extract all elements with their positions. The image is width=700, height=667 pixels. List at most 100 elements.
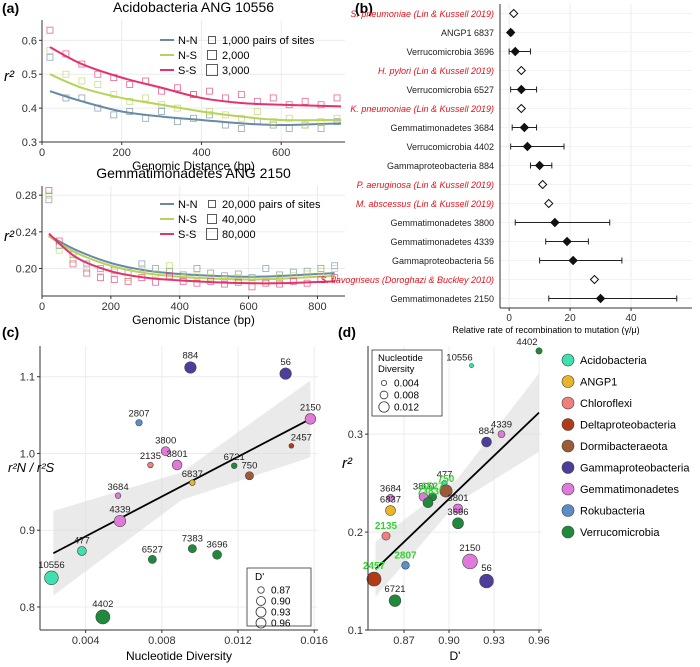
legend-label: N-N: [178, 35, 198, 47]
point-884: [481, 436, 492, 448]
point-label: 3801: [447, 493, 468, 504]
data-point-N-N: [45, 196, 53, 204]
data-point-N-N: [165, 267, 173, 275]
y-tick-label: 0.24: [16, 227, 37, 239]
point-label: 2150: [300, 403, 321, 414]
point-3800: [160, 446, 171, 456]
group-legend-label: Gemmatimonadetes: [580, 484, 680, 496]
data-point-S-S: [124, 277, 132, 285]
data-point-S-S: [317, 101, 325, 109]
point-label: 3696: [207, 539, 228, 550]
data-point-N-S: [138, 265, 146, 272]
group-legend-label: Rokubacteria: [580, 506, 646, 518]
point-label: 750: [438, 474, 455, 485]
x-tick-label: 800: [308, 301, 326, 313]
size-legend-label: 0.93: [271, 608, 291, 619]
x-tick-label: 0.87: [393, 635, 414, 647]
group-legend: Acidobacteria ANGP1 Chloroflexi Deltaproteo…: [561, 353, 690, 539]
data-point-S-S: [83, 269, 91, 277]
point-10556: [469, 363, 474, 368]
group-legend-label: Deltaproteobacteria: [580, 420, 677, 432]
point-7383: [187, 544, 197, 554]
data-point-N-S: [234, 274, 242, 282]
size-legend-label: 0.008: [394, 391, 419, 402]
size-legend-circle: [379, 390, 389, 400]
data-point-N-N: [262, 265, 270, 272]
row-label: K. pneumoniae (Lin & Kussell 2019): [350, 104, 494, 114]
legend-size-label: 1,000 pairs of sites: [222, 35, 315, 47]
point-6527: [147, 555, 157, 564]
point-3684: [114, 492, 122, 499]
regression-line: [52, 418, 311, 555]
size-legend-circle: [257, 586, 265, 594]
data-point-N-N: [193, 265, 201, 272]
point-56: [279, 367, 292, 380]
data-point-N-N: [110, 111, 118, 119]
point-750: [245, 471, 254, 481]
row-label: S. pneumoniae (Lin & Kussell 2019): [350, 9, 494, 19]
data-point-N-S: [193, 272, 201, 280]
y-tick-label: 0.4: [22, 103, 37, 115]
panel-label-b: (b): [355, 0, 373, 16]
size-legend-title: Nucleotide: [378, 353, 423, 364]
data-point-N-S: [331, 265, 339, 272]
row-label: Verrucomicrobia 6527: [406, 85, 494, 95]
point-6721: [388, 594, 402, 607]
data-point-S-S: [331, 274, 339, 282]
row-label: ANGP1 6837: [441, 28, 494, 38]
point-10556: [44, 570, 59, 585]
group-legend-swatch: [561, 482, 575, 496]
x-axis-label: Genomic Distance (bp): [132, 313, 255, 327]
y-tick-label: 1.1: [20, 372, 35, 384]
data-point-S-S: [206, 87, 213, 95]
row-label: Verrucomicrobia 4402: [406, 142, 494, 152]
x-tick-label: 20: [565, 313, 577, 324]
y-tick-label: 1.0: [20, 448, 35, 460]
row-label: Gemmatimonadetes 3684: [390, 123, 494, 133]
row-label: H. pylori (Lin & Kussell 2019): [378, 66, 494, 76]
x-axis-label: Relative rate of recombination to mutati…: [452, 325, 639, 335]
x-tick-label: 200: [102, 301, 120, 313]
legend-label: S-S: [178, 229, 196, 241]
row-label: P. aeruginosa (Lin & Kussell 2019): [357, 180, 494, 190]
data-point-S-S: [248, 283, 256, 291]
point-label: 2457: [363, 561, 386, 572]
confidence-band: [375, 373, 539, 597]
x-tick-label: 0.96: [528, 635, 549, 647]
estimate-diamond: [516, 84, 527, 95]
y-axis-label: r²: [342, 455, 353, 472]
chart-a2: Gemmatimonadetes ANG 2150 0.20 0.24 0.28 0 20…: [4, 165, 345, 327]
point-56: [479, 573, 494, 589]
data-point-N-S: [253, 108, 261, 115]
data-point-N-S: [317, 267, 325, 275]
y-tick-label: 0.3: [348, 429, 363, 441]
group-legend-swatch: [561, 439, 575, 453]
size-legend-label: 0.87: [271, 586, 291, 597]
size-legend-title: D': [255, 572, 264, 583]
x-tick-label: 0.016: [300, 635, 328, 647]
legend-size-square: [206, 228, 218, 240]
y-tick-label: 0.6: [22, 35, 37, 47]
data-point-S-S: [237, 91, 245, 98]
data-point-S-S: [221, 94, 229, 102]
legend-size-square: [206, 64, 218, 76]
estimate-diamond: [534, 160, 545, 171]
regression-line: [374, 411, 540, 570]
y-tick-label: 0.2: [348, 527, 363, 539]
legend-label: N-N: [178, 199, 198, 211]
point-4402: [95, 609, 111, 625]
data-point-N-N: [237, 125, 245, 132]
data-point-S-S: [45, 187, 53, 194]
data-point-S-S: [97, 274, 104, 282]
row-label: Gammaproteobacteria 56: [392, 256, 494, 266]
data-point-N-S: [62, 70, 70, 78]
point-2457: [288, 443, 295, 449]
point-label: 3696: [447, 507, 468, 518]
fit-curve-N-S: [49, 73, 342, 122]
group-legend-label: ANGP1: [580, 377, 617, 389]
size-legend-circle: [255, 606, 267, 618]
point-3801: [171, 459, 183, 471]
point-label: 477: [74, 535, 90, 546]
size-legend-label: 0.96: [271, 619, 291, 630]
